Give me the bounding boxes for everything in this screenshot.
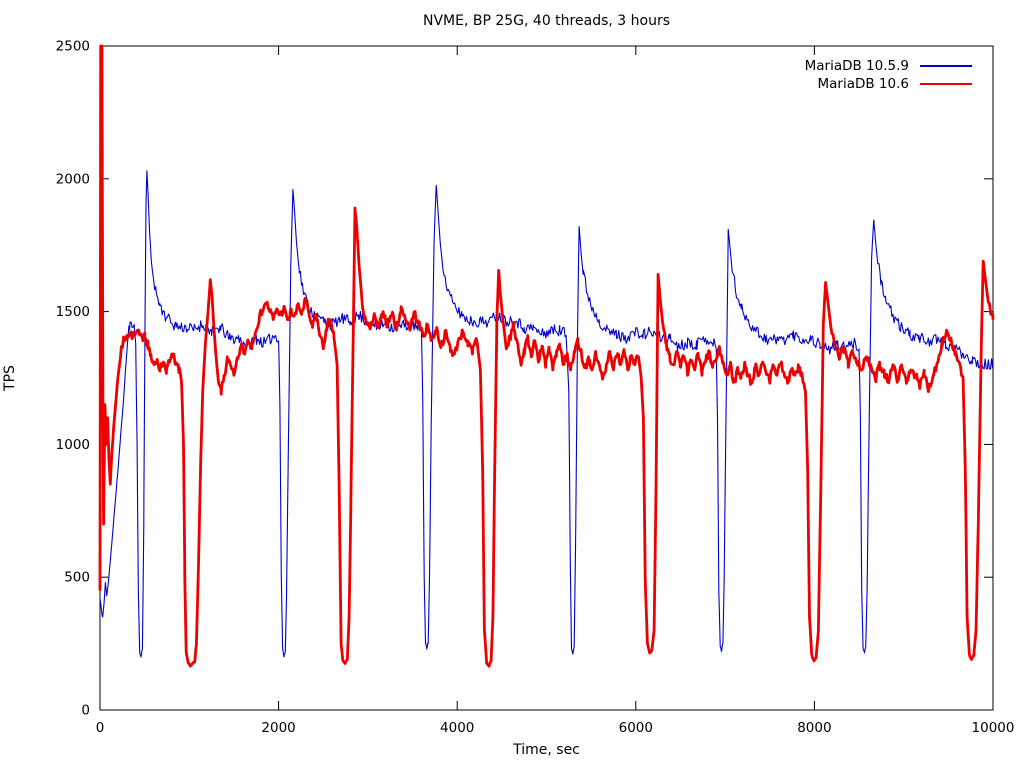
legend-entry-mariadb-1059: MariaDB 10.5.9 xyxy=(805,57,972,75)
y-tick-label: 1500 xyxy=(56,304,90,320)
legend-line-sample xyxy=(920,65,972,67)
y-tick-label: 1000 xyxy=(56,437,90,453)
y-tick-label: 2000 xyxy=(56,171,90,187)
y-axis-label: TPS xyxy=(2,365,18,391)
y-tick-label: 500 xyxy=(64,570,90,586)
plot-border xyxy=(99,45,994,711)
x-tick-label: 6000 xyxy=(619,720,653,736)
y-tick-label: 0 xyxy=(81,703,90,719)
x-tick-label: 0 xyxy=(96,720,105,736)
series-line-mariadb-1059 xyxy=(99,170,994,658)
x-tick-label: 8000 xyxy=(797,720,831,736)
legend-label: MariaDB 10.5.9 xyxy=(804,58,909,74)
chart-title: NVME, BP 25G, 40 threads, 3 hours xyxy=(422,13,670,29)
x-tick-label: 10000 xyxy=(972,720,1015,736)
y-tick-label: 2500 xyxy=(56,39,90,55)
x-tick-label: 2000 xyxy=(261,720,295,736)
legend-entry-mariadb-106: MariaDB 10.6 xyxy=(805,75,972,93)
legend: MariaDB 10.5.9 MariaDB 10.6 xyxy=(805,57,972,93)
legend-line-sample xyxy=(920,82,972,86)
x-tick-label: 4000 xyxy=(440,720,474,736)
x-axis-label: Time, sec xyxy=(513,742,580,758)
series-line-mariadb-106 xyxy=(98,44,995,668)
legend-label: MariaDB 10.6 xyxy=(817,76,909,92)
